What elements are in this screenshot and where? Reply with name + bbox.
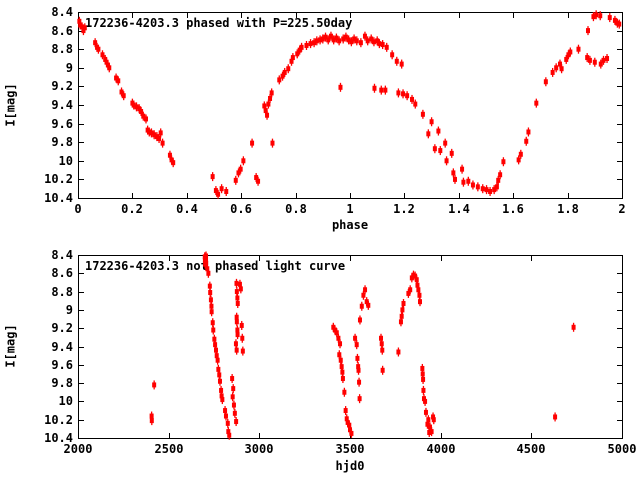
y-tick-label: 10.2 (44, 412, 73, 427)
y-tick-label: 8.8 (51, 284, 73, 299)
y-tick-label: 8.6 (51, 265, 73, 280)
x-tick-label: 0 (74, 202, 82, 216)
x-tick-label: 1 (346, 202, 354, 216)
y-tick-label: 9.4 (51, 339, 73, 354)
y-tick-label: 10 (58, 153, 73, 168)
x-tick-label: 4500 (516, 442, 546, 456)
y-tick-label: 8.4 (51, 4, 73, 19)
x-tick-label: 1.8 (557, 202, 579, 216)
y-tick-label: 8.8 (51, 41, 73, 56)
x-tick-label: 4000 (426, 442, 456, 456)
x-tick-label: 2000 (63, 442, 93, 456)
x-tick-label: 0.8 (285, 202, 307, 216)
y-tick-label: 10.2 (44, 171, 73, 186)
x-tick-label: 1.2 (393, 202, 415, 216)
plot-title-phased: 172236-4203.3 phased with P=225.50day (85, 16, 353, 30)
x-tick-label: 1.6 (502, 202, 524, 216)
y-tick-label: 9.2 (51, 320, 73, 335)
y-tick-label: 9.8 (51, 134, 73, 149)
x-tick-label: 2 (618, 202, 626, 216)
y-tick-label: 9 (65, 302, 73, 317)
y-tick-label: 9.4 (51, 97, 73, 112)
x-tick-label: 0.6 (230, 202, 252, 216)
x-tick-label: 5000 (607, 442, 637, 456)
x-tick-label: 0.2 (121, 202, 143, 216)
x-tick-label: 2500 (154, 442, 184, 456)
y-tick-label: 8.4 (51, 247, 73, 262)
y-tick-label: 9.6 (51, 116, 73, 131)
x-tick-label: 3000 (244, 442, 274, 456)
plot-title-unphased: 172236-4203.3 not phased light curve (85, 259, 346, 273)
y-tick-label: 10 (58, 393, 73, 408)
y-tick-label: 9.2 (51, 78, 73, 93)
y-tick-label: 8.6 (51, 23, 73, 38)
y-tick-label: 9.6 (51, 357, 73, 372)
x-tick-label: 1.4 (448, 202, 470, 216)
x-tick-label: 0.4 (176, 202, 198, 216)
y-tick-label: 9 (65, 60, 73, 75)
x-axis-title-hjd0: hjd0 (335, 459, 365, 473)
x-axis-title-phase: phase (331, 218, 369, 232)
y-tick-label: 10.4 (44, 190, 73, 205)
y-tick-label: 9.8 (51, 375, 73, 390)
y-tick-label: 10.4 (44, 430, 73, 445)
x-tick-label: 3500 (335, 442, 365, 456)
